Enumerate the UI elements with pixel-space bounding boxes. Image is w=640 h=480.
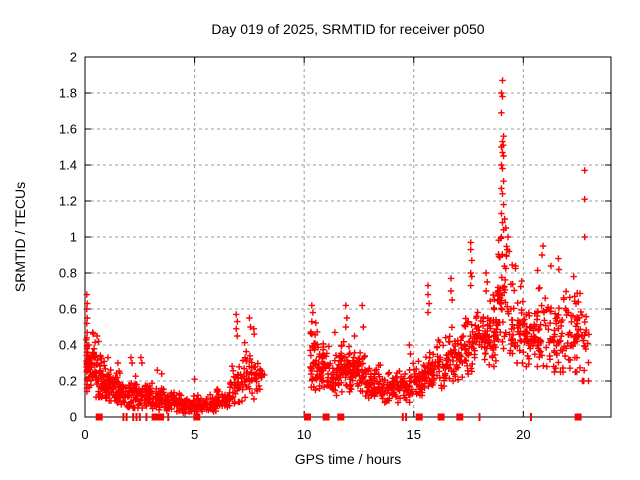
y-tick-label: 1.8 (59, 86, 77, 101)
axis-flag-tick (167, 413, 170, 421)
gridlines (85, 57, 611, 417)
axis-flag-square (437, 413, 445, 421)
y-tick-label: 2 (70, 50, 77, 65)
y-tick-label: 0 (70, 410, 77, 425)
x-tick-label: 20 (516, 427, 530, 442)
axis-flag-tick (125, 413, 128, 421)
x-tick-label: 15 (407, 427, 421, 442)
axis-flag-tick (405, 413, 408, 421)
data-points (83, 77, 593, 417)
x-axis-label: GPS time / hours (294, 451, 402, 467)
axis-flag-square (574, 413, 582, 421)
axis-flag-square (415, 413, 423, 421)
x-tick-label: 5 (191, 427, 198, 442)
axis-flag-square (95, 413, 103, 421)
axis-flag-square (322, 413, 330, 421)
axis-flag-square (193, 413, 201, 421)
axis-flag-tick (135, 413, 138, 421)
y-tick-label: 1.6 (59, 122, 77, 137)
axis-flag-tick (122, 413, 125, 421)
x-tick-label: 0 (81, 427, 88, 442)
axis-flag-tick (530, 413, 532, 421)
chart-title: Day 019 of 2025, SRMTID for receiver p05… (211, 21, 485, 37)
y-tick-label: 1 (70, 230, 77, 245)
y-tick-label: 1.4 (59, 158, 77, 173)
axis-flag-tick (132, 413, 135, 421)
axis-flag-square (337, 413, 345, 421)
y-tick-label: 0.4 (59, 338, 77, 353)
axis-flag-square (151, 413, 159, 421)
y-tick-label: 0.6 (59, 302, 77, 317)
axis-flag-tick (401, 413, 404, 421)
axis-flag-tick (478, 413, 481, 421)
axis-flag-square (456, 413, 464, 421)
axis-flag-square (157, 413, 165, 421)
y-tick-label: 1.2 (59, 194, 77, 209)
axis-flag-tick (138, 413, 141, 421)
axis-flag-tick (145, 413, 148, 421)
y-tick-label: 0.2 (59, 374, 77, 389)
x-tick-label: 10 (297, 427, 311, 442)
axis-flag-square (304, 413, 311, 421)
y-tick-label: 0.8 (59, 266, 77, 281)
